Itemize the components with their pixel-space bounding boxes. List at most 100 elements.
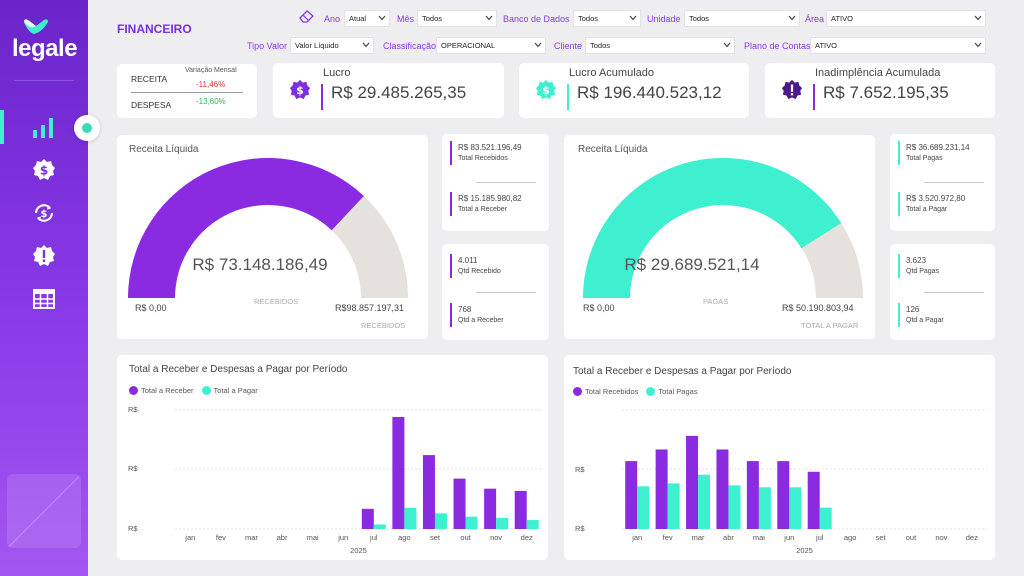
legend-item[interactable]: Total Recebidos [573, 387, 638, 396]
bar-total-pagas [789, 487, 802, 529]
filter-plano-select[interactable]: ATIVO [810, 37, 986, 54]
x-tick-label: mar [692, 533, 705, 542]
legend-item[interactable]: Total a Receber [129, 386, 194, 395]
kpi-accent-bar [567, 84, 569, 110]
stats-left-top-card: R$ 83.521.196,49 Total Recebidos R$ 15.1… [442, 134, 549, 231]
sidebar-item-fluxo[interactable]: $ [30, 199, 58, 227]
x-tick-label: abr [277, 533, 288, 542]
stats-right-top-card: R$ 36.689.231,14 Total Pagas R$ 3.520.97… [890, 134, 995, 231]
y-tick-label: R$ [128, 405, 138, 414]
bar-total-pagas [819, 507, 832, 529]
filter-ano-select[interactable]: Atual [344, 10, 390, 27]
receita-label: RECEITA [131, 74, 168, 84]
filter-banco-select[interactable]: Todos [573, 10, 641, 27]
gauge-right-center-label: PAGAS [703, 297, 729, 306]
stat-divider [924, 292, 984, 293]
svg-text:$: $ [542, 84, 550, 97]
logo-text: legale [12, 35, 78, 62]
stat-value: 4.011 [458, 256, 478, 265]
chevron-down-icon [485, 15, 493, 21]
gauge-left-card: Receita Líquida R$ 73.148.186,49 RECEBID… [117, 135, 428, 339]
dollar-badge-icon: $ [33, 159, 55, 180]
filter-area-label: Área [805, 14, 825, 24]
filter-classificacao-select[interactable]: OPERACIONAL [436, 37, 546, 54]
bar-total-pagas [728, 485, 741, 529]
sidebar-item-tabela[interactable] [30, 285, 58, 313]
refresh-dollar-icon: $ [34, 204, 54, 222]
stat-accent-bar [898, 192, 900, 216]
bar-total-recebidos [807, 471, 820, 529]
legend-label: Total a Receber [141, 386, 194, 395]
filter-area-select[interactable]: ATIVO [826, 10, 986, 27]
filter-cliente-select[interactable]: Todos [585, 37, 735, 54]
kpi-lucro-card: $ Lucro R$ 29.485.265,35 [273, 63, 504, 118]
filter-ano-value: Atual [349, 14, 367, 23]
sidebar-active-indicator [0, 110, 4, 144]
dashboard-icon [33, 118, 53, 138]
bar-total-recebidos [655, 449, 668, 529]
gauge-right-bottom-label: TOTAL A PAGAR [801, 321, 859, 330]
filter-banco-value: Todos [578, 14, 599, 23]
variacao-mensal-card: Variação Mensal RECEITA -11,46% DESPESA … [117, 64, 257, 118]
legend-dot [646, 387, 656, 396]
stat-value: 768 [458, 305, 472, 314]
x-tick-label: fev [216, 533, 226, 542]
x-tick-label: out [460, 533, 471, 542]
bar-total-pagas [758, 487, 771, 529]
x-tick-label: jan [631, 533, 642, 542]
kpi-inadimplencia-value: R$ 7.652.195,35 [823, 83, 949, 102]
x-tick-label: dez [521, 533, 533, 542]
y-tick-label: R$ [128, 524, 138, 533]
x-tick-label: jun [337, 533, 348, 542]
bar-total-a-pagar [465, 516, 478, 529]
stat-value: 126 [906, 305, 920, 314]
bar-total-a-receber [514, 490, 527, 529]
legend-label: Total Pagas [658, 387, 698, 396]
filter-classificacao-value: OPERACIONAL [441, 41, 496, 50]
alert-badge-icon [33, 245, 55, 266]
eraser-icon[interactable] [299, 9, 315, 23]
x-tick-label: abr [723, 533, 734, 542]
stat-value: R$ 83.521.196,49 [458, 143, 522, 152]
stat-label: Total a Pagar [906, 206, 948, 213]
stat-divider [476, 182, 536, 183]
stat-accent-bar [898, 254, 900, 278]
gauge-right-min: R$ 0,00 [583, 303, 615, 313]
chevron-down-icon [788, 15, 796, 21]
sidebar-toggle[interactable] [74, 115, 100, 141]
sidebar-item-inadimplencia[interactable] [30, 242, 58, 270]
filter-area-value: ATIVO [831, 14, 853, 23]
filter-ano-label: Ano [324, 14, 341, 24]
gauge-right-fill [583, 158, 842, 298]
chevron-down-icon [378, 15, 386, 21]
variacao-divider [131, 92, 243, 93]
x-tick-label: ago [844, 533, 857, 542]
x-tick-label: nov [935, 533, 947, 542]
legend-label: Total Recebidos [585, 387, 639, 396]
bar-total-a-pagar [434, 513, 447, 529]
filter-mes-select[interactable]: Todos [417, 10, 497, 27]
chevron-down-icon [723, 42, 731, 48]
despesa-variacao-value: -13,60% [196, 97, 226, 106]
bar-chart-recebidos-card: Total a Receber e Despesas a Pagar por P… [564, 355, 995, 560]
stat-accent-bar [450, 141, 452, 165]
kpi-lucro-value: R$ 29.485.265,35 [331, 83, 467, 102]
stat-accent-bar [450, 303, 452, 327]
chevron-down-icon [534, 42, 542, 48]
svg-text:$: $ [41, 209, 48, 220]
legend-item[interactable]: Total Pagas [646, 387, 698, 396]
stat-accent-bar [450, 192, 452, 216]
x-tick-label: jan [184, 533, 195, 542]
kpi-lucro-acumulado-title: Lucro Acumulado [569, 67, 654, 79]
gauge-left-max: R$98.857.197,31 [335, 303, 405, 313]
kpi-lucro-acumulado-card: $ Lucro Acumulado R$ 196.440.523,12 [519, 63, 749, 118]
sidebar-item-dashboard[interactable] [30, 113, 58, 141]
filter-unidade-select[interactable]: Todos [684, 10, 800, 27]
legend-item[interactable]: Total a Pagar [201, 386, 258, 395]
gauge-right-chart [583, 158, 863, 298]
kpi-accent-bar [813, 84, 815, 110]
bar-total-recebidos [625, 461, 638, 529]
filter-tipo-valor-select[interactable]: Valor Líquido [290, 37, 374, 54]
bar-total-a-receber [484, 488, 497, 529]
sidebar-item-receitas[interactable]: $ [30, 156, 58, 184]
